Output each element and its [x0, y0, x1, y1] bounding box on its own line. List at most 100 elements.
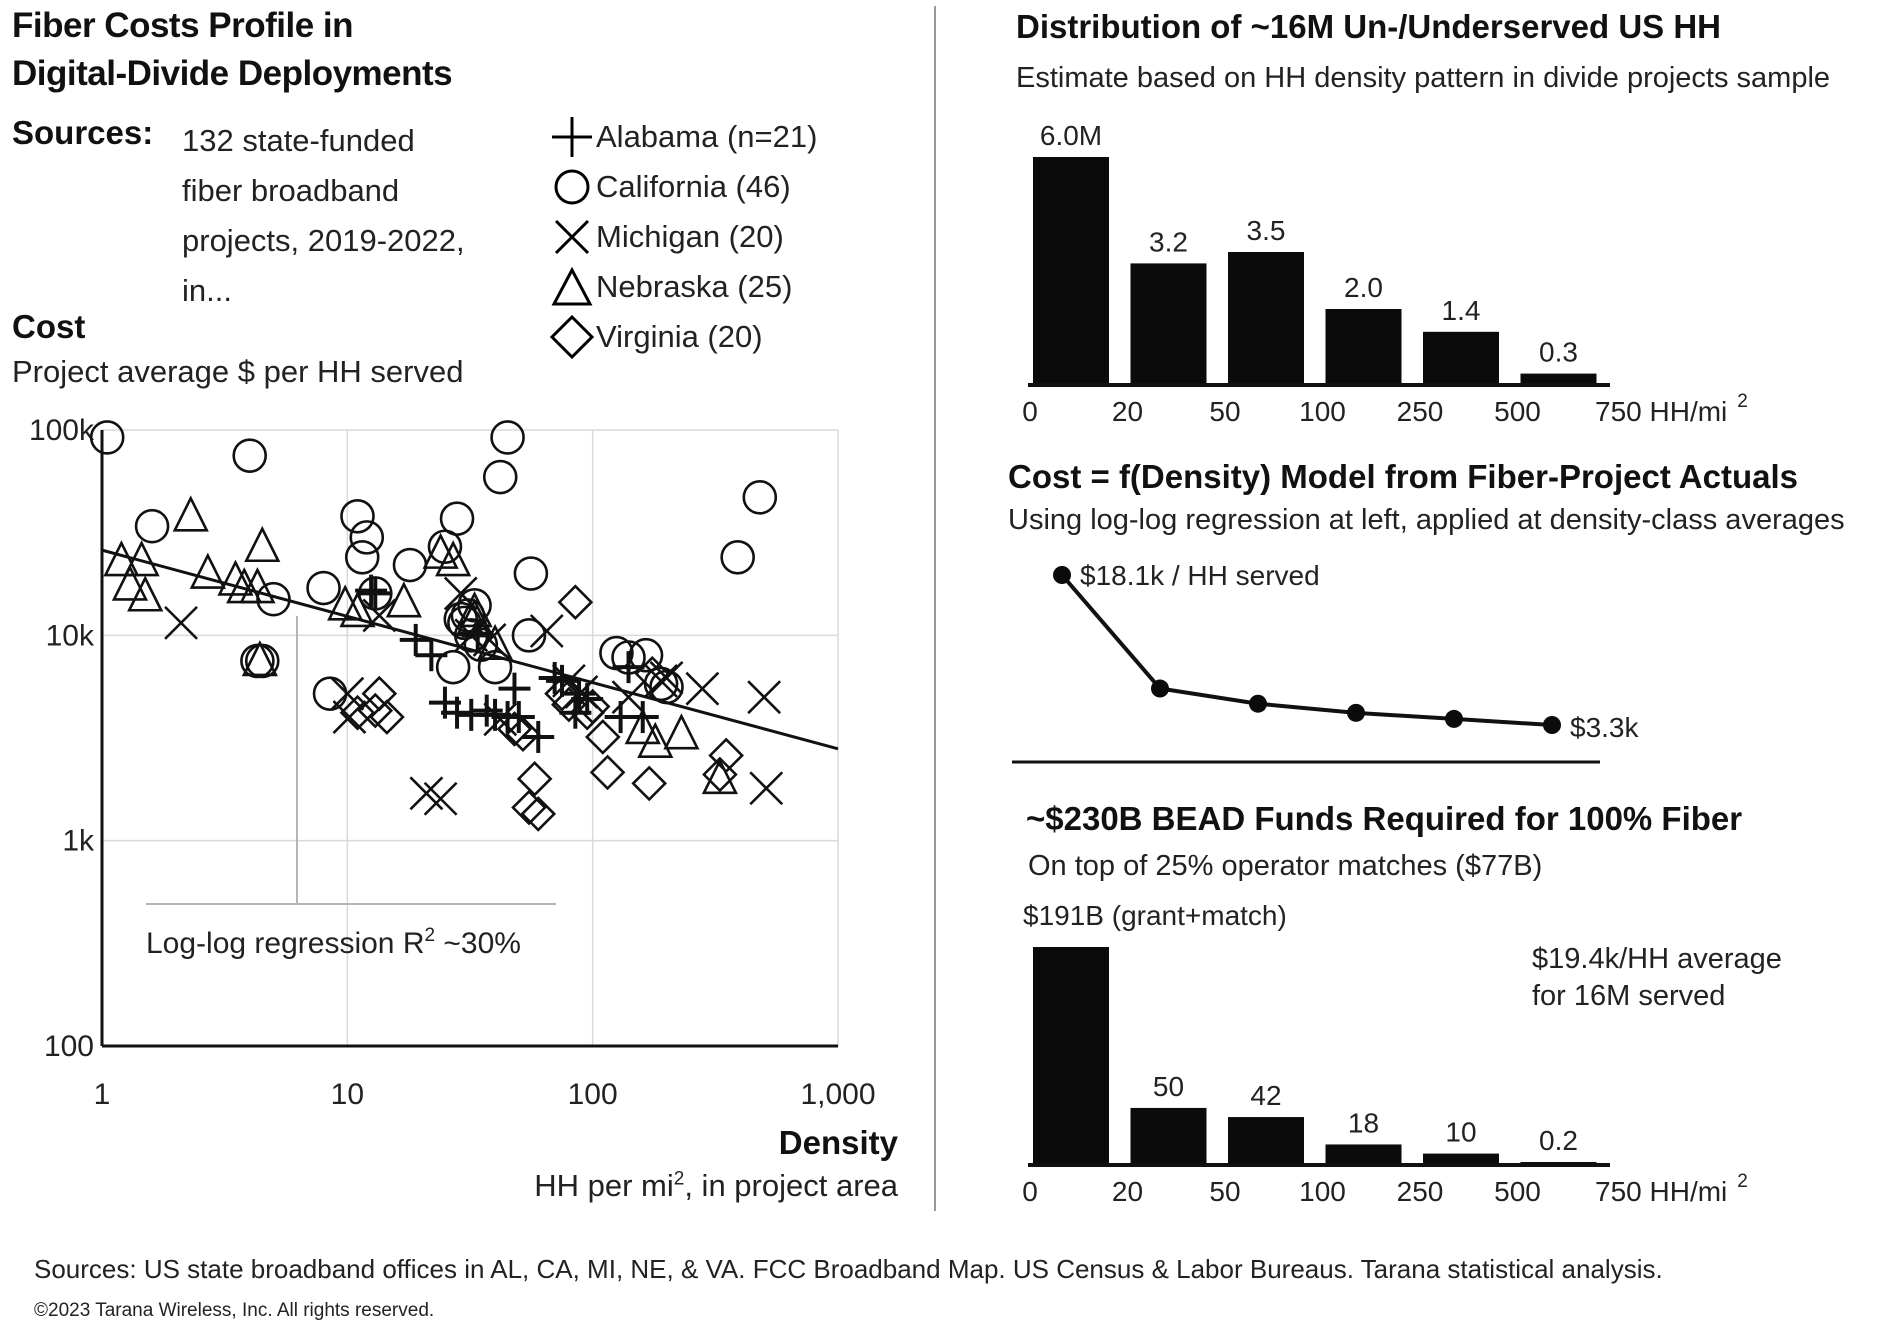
- data-point-nebraska: [663, 713, 700, 750]
- circle-mark: [628, 637, 664, 673]
- bar-value-label: 2.0: [1344, 272, 1383, 303]
- x-boundary-label: 100: [1299, 1176, 1346, 1207]
- circle-mark: [513, 556, 549, 591]
- data-point-alabama: [612, 651, 645, 684]
- circle-mark: [232, 438, 268, 473]
- data-point-michigan: [529, 614, 564, 648]
- legend-item-alabama: Alabama (n=21): [550, 112, 817, 162]
- data-point-virginia: [357, 692, 394, 729]
- x-boundary-label: 50: [1209, 1176, 1240, 1207]
- triangle-mark: [385, 581, 422, 618]
- cost-model-subtitle: Using log-log regression at left, applie…: [1008, 504, 1845, 536]
- data-point-michigan: [747, 680, 782, 715]
- x-stroke: [649, 661, 684, 695]
- data-point-alabama: [399, 623, 432, 656]
- circle-icon: [554, 169, 590, 205]
- diamond-mark: [511, 789, 547, 826]
- bead-subtitle: On top of 25% operator matches ($77B): [1028, 850, 1543, 882]
- bar: [1423, 1153, 1499, 1165]
- data-point-virginia: [708, 737, 744, 774]
- x-boundary-label: 750 HH/mi 2: [1595, 391, 1748, 427]
- x-boundary-label: 100: [1299, 396, 1346, 427]
- panel-divider: [934, 6, 936, 1211]
- bar-value-label: 0.3: [1539, 337, 1578, 368]
- circle-mark: [477, 649, 513, 685]
- circle-mark: [439, 501, 475, 536]
- data-point-alabama: [522, 720, 555, 753]
- data-point-california: [435, 649, 471, 685]
- data-point-virginia: [516, 761, 553, 797]
- sources-line: in...: [182, 273, 232, 308]
- x-boundary-label: 250: [1397, 1176, 1444, 1207]
- x-boundary-label: 750 HH/mi 2: [1595, 1171, 1748, 1207]
- data-point-california: [312, 676, 348, 711]
- x-stroke: [164, 605, 198, 640]
- diamond-mark: [702, 756, 738, 793]
- data-point-michigan: [164, 605, 198, 640]
- x-tick-label: 100: [568, 1078, 618, 1111]
- data-point-michigan: [409, 776, 444, 811]
- diamond-mark: [505, 716, 541, 753]
- x-stroke: [747, 680, 782, 715]
- triangle-mark: [217, 559, 254, 596]
- x-stroke: [409, 776, 444, 811]
- page-title-line1: Fiber Costs Profile in: [12, 6, 354, 45]
- legend-item-virginia: Virginia (20): [550, 312, 817, 362]
- data-point-virginia: [557, 584, 594, 621]
- data-point-california: [89, 420, 125, 455]
- data-point-nebraska: [103, 540, 140, 577]
- data-point-nebraska: [701, 757, 738, 795]
- data-point-virginia: [505, 716, 541, 753]
- density-subtitle-sup: 2: [673, 1168, 685, 1190]
- data-point-michigan: [443, 576, 478, 611]
- data-point-virginia: [584, 719, 621, 755]
- triangle-mark: [241, 640, 278, 677]
- circle-mark: [349, 520, 385, 555]
- diamond-mark: [496, 711, 533, 747]
- x-stroke: [749, 771, 784, 806]
- bar: [1325, 309, 1402, 385]
- bar-value-label: $191B (grant+match): [1023, 900, 1287, 931]
- circle-mark: [742, 480, 778, 515]
- legend-item-california: California (46): [550, 162, 817, 212]
- regression-annotation: Log-log regression R2 ~30%: [146, 925, 521, 960]
- diamond-mark: [584, 719, 621, 755]
- x-stroke: [443, 576, 478, 611]
- data-point-nebraska: [456, 591, 493, 628]
- x-stroke: [483, 702, 518, 737]
- x-stroke: [611, 680, 646, 715]
- data-point-california: [392, 547, 428, 583]
- legend-label: Virginia (20): [596, 319, 763, 354]
- circle-mark: [720, 539, 755, 575]
- triangle-mark: [127, 575, 164, 612]
- sources-line: projects, 2019-2022,: [182, 223, 465, 258]
- triangle-mark: [103, 540, 140, 577]
- distribution-subtitle: Estimate based on HH density pattern in …: [1016, 62, 1831, 94]
- data-point-california: [511, 618, 547, 653]
- data-point-california: [513, 556, 549, 591]
- data-point-california: [232, 438, 268, 473]
- data-point-nebraska: [127, 575, 164, 612]
- data-point-alabama: [470, 694, 503, 727]
- data-point-nebraska: [637, 721, 674, 758]
- y-tick-label: 100: [44, 1030, 94, 1063]
- sources-label: Sources:: [12, 114, 154, 151]
- circle-mark: [611, 640, 646, 675]
- x-tick-label: 1: [94, 1078, 111, 1111]
- cost-model-first-label: $18.1k / HH served: [1080, 560, 1320, 591]
- data-point-virginia: [369, 699, 405, 735]
- bar-value-label: 10: [1445, 1117, 1476, 1148]
- diamond-mark: [557, 584, 594, 621]
- data-point-virginia: [551, 686, 587, 723]
- triangle-mark: [624, 708, 661, 745]
- x-boundary-label: 50: [1209, 396, 1240, 427]
- bar: [1423, 331, 1499, 385]
- circle-mark: [457, 588, 492, 623]
- x-boundary-label: 0: [1022, 1176, 1038, 1207]
- data-point-nebraska: [241, 640, 278, 677]
- data-point-california: [344, 539, 380, 575]
- data-point-virginia: [339, 694, 376, 731]
- diamond-icon: [550, 315, 594, 359]
- circle-mark: [490, 420, 525, 455]
- data-point-california: [349, 520, 385, 555]
